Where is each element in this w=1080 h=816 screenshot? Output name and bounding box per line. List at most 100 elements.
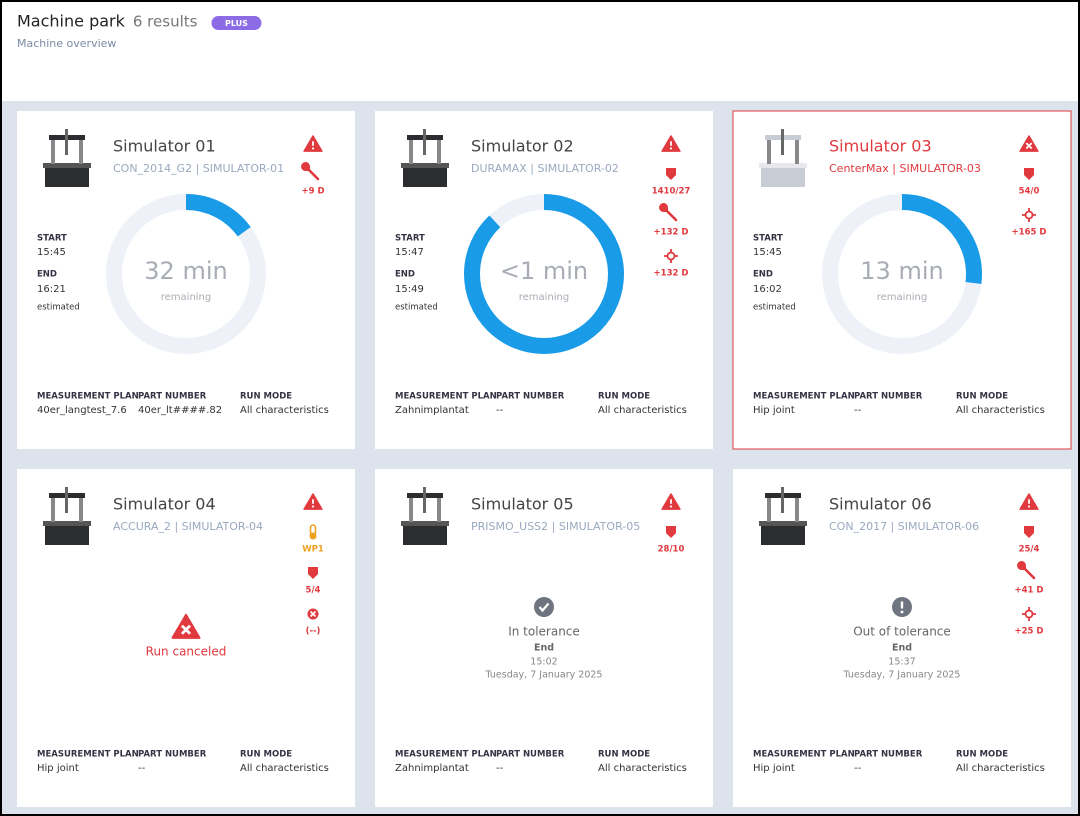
machine-quill <box>781 487 784 513</box>
wrench-icon <box>1017 561 1036 580</box>
run-status: Run canceled <box>146 645 227 659</box>
crosshair-icon <box>1022 607 1036 621</box>
alert-icon <box>303 135 323 152</box>
mode-label: RUN MODE <box>598 392 650 402</box>
machine-column-left <box>51 137 55 164</box>
machine-card[interactable]: Simulator 06 CON_2017 | SIMULATOR-06 25/4 +… <box>733 469 1071 807</box>
probe-shape <box>666 526 676 538</box>
indicator-label: 28/10 <box>658 545 685 555</box>
machine-column-left <box>767 137 771 164</box>
alert-cross <box>1025 142 1033 150</box>
machine-table <box>43 521 91 526</box>
machine-base <box>45 167 89 187</box>
end-time: 16:02 <box>753 284 782 295</box>
probe-icon <box>666 168 676 180</box>
end-time: 15:49 <box>395 284 424 295</box>
machine-name[interactable]: Simulator 01 <box>113 137 216 156</box>
alert-dot <box>311 147 315 150</box>
end-date: Tuesday, 7 January 2025 <box>843 670 961 681</box>
machine-name[interactable]: Simulator 03 <box>829 137 932 156</box>
machine-image <box>43 487 91 545</box>
wrench-icon <box>301 162 320 181</box>
indicator-label: 54/0 <box>1019 187 1040 197</box>
wrench-icon <box>659 203 678 222</box>
part-value: -- <box>854 405 862 416</box>
wrench-handle <box>307 168 320 181</box>
probe-icon <box>666 526 676 538</box>
end-label: END <box>395 270 415 280</box>
machine-table <box>401 163 449 168</box>
machine-card[interactable]: Simulator 04 ACCURA_2 | SIMULATOR-04 WP1 5/… <box>17 469 355 807</box>
part-label: PART NUMBER <box>496 392 565 402</box>
machine-quill <box>65 129 68 155</box>
mode-label: RUN MODE <box>598 750 650 760</box>
machine-column-right <box>795 495 799 522</box>
end-time: 16:21 <box>37 284 66 295</box>
part-label: PART NUMBER <box>854 392 923 402</box>
machine-column-left <box>409 137 413 164</box>
plan-label: MEASUREMENT PLAN <box>753 750 855 760</box>
start-time: 15:47 <box>395 247 424 258</box>
probe-icon <box>308 567 318 579</box>
indicator-label: (--) <box>306 627 321 637</box>
machine-detail: CON_2017 | SIMULATOR-06 <box>829 520 979 533</box>
alert-triangle <box>171 613 201 639</box>
machine-detail: ACCURA_2 | SIMULATOR-04 <box>113 520 263 533</box>
plan-value: Zahnimplantat <box>395 763 469 774</box>
machine-name[interactable]: Simulator 06 <box>829 495 932 514</box>
alert-cross <box>180 624 192 635</box>
mode-label: RUN MODE <box>240 750 292 760</box>
alert-dot <box>669 147 673 150</box>
alert-icon <box>661 493 681 510</box>
header-bar <box>1 1 1079 101</box>
result-icon <box>892 597 912 617</box>
machine-name[interactable]: Simulator 05 <box>471 495 574 514</box>
machine-table <box>401 521 449 526</box>
part-value: -- <box>138 763 146 774</box>
indicator-label: WP1 <box>302 545 324 555</box>
machine-card[interactable]: Simulator 05 PRISMO_USS2 | SIMULATOR-05 28… <box>375 469 713 807</box>
indicator-label: +41 D <box>1015 586 1044 596</box>
end-label: End <box>892 643 912 654</box>
crosshair-icon <box>664 249 678 263</box>
end-label: END <box>753 270 773 280</box>
machine-table <box>759 521 807 526</box>
machine-name[interactable]: Simulator 04 <box>113 495 216 514</box>
plan-label: MEASUREMENT PLAN <box>37 392 139 402</box>
wrench-head <box>1017 561 1027 571</box>
indicator-label: +9 D <box>301 187 324 197</box>
indicator-label: +25 D <box>1015 627 1044 637</box>
machine-base <box>761 525 805 545</box>
plan-value: Hip joint <box>753 405 795 416</box>
machine-card[interactable]: Simulator 03 CenterMax | SIMULATOR-03 54/0… <box>732 110 1072 450</box>
machine-name[interactable]: Simulator 02 <box>471 137 574 156</box>
machine-card[interactable]: Simulator 02 DURAMAX | SIMULATOR-02 1410/2… <box>375 111 713 449</box>
start-label: START <box>37 234 67 244</box>
indicator-label: 25/4 <box>1019 545 1040 555</box>
mode-value: All characteristics <box>598 405 687 416</box>
mode-value: All characteristics <box>598 763 687 774</box>
alert-dot <box>311 505 315 508</box>
wrench-head <box>301 162 311 172</box>
probe-shape <box>1024 526 1034 538</box>
part-value: -- <box>496 763 504 774</box>
part-label: PART NUMBER <box>496 750 565 760</box>
mode-label: RUN MODE <box>956 750 1008 760</box>
machine-detail: DURAMAX | SIMULATOR-02 <box>471 162 619 175</box>
indicator-label: +165 D <box>1012 228 1047 238</box>
machine-detail: PRISMO_USS2 | SIMULATOR-05 <box>471 520 640 533</box>
result-icon <box>534 597 554 617</box>
plan-value: Hip joint <box>753 763 795 774</box>
machine-column-right <box>795 137 799 164</box>
indicator-label: +132 D <box>654 228 689 238</box>
start-time: 15:45 <box>37 247 66 258</box>
remaining-time: <1 min <box>500 257 588 285</box>
machine-base <box>403 525 447 545</box>
crosshair-lines <box>664 249 678 263</box>
mode-value: All characteristics <box>240 763 329 774</box>
machine-card[interactable]: Simulator 01 CON_2014_G2 | SIMULATOR-01 +9… <box>17 111 355 449</box>
alert-icon <box>303 493 323 510</box>
machine-quill <box>65 487 68 513</box>
